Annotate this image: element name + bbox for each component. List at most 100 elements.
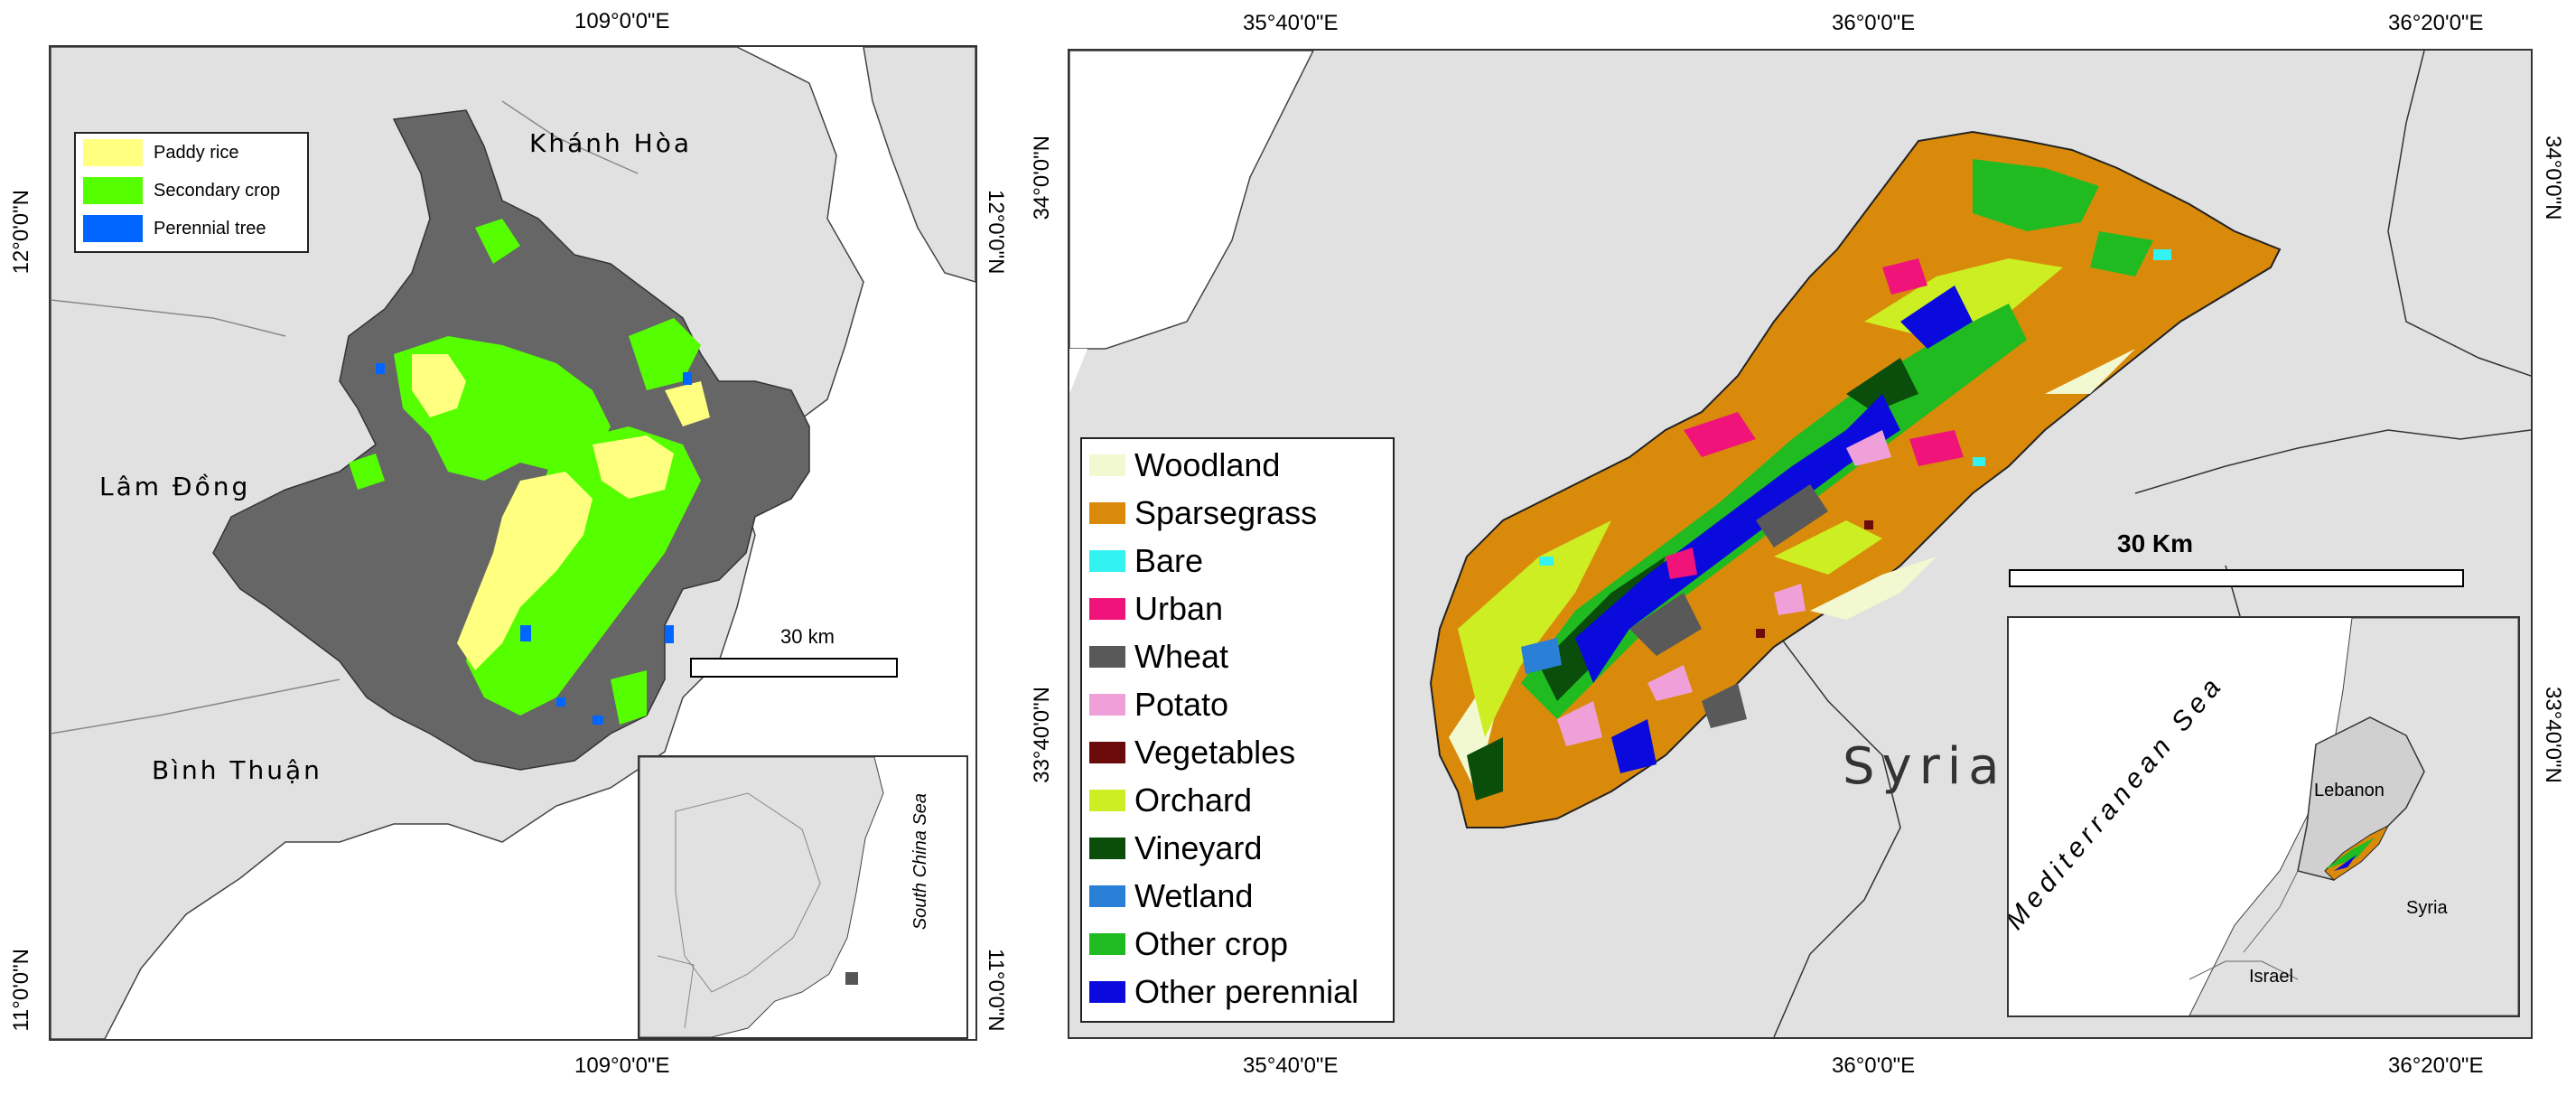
right-lat-lower-label: 11°0'0"N bbox=[984, 949, 1008, 1032]
left-scale-bar bbox=[690, 658, 898, 678]
right-legend: Woodland Sparsegrass Bare Urban Wheat Potato V… bbox=[1080, 437, 1395, 1023]
legend-label: Secondary crop bbox=[154, 180, 281, 201]
place-binh-thuan: Bình Thuận bbox=[152, 755, 322, 785]
legend-item: Vineyard bbox=[1089, 829, 1262, 867]
left-inset-map: South China Sea bbox=[638, 755, 968, 1039]
legend-item: Bare bbox=[1089, 542, 1203, 580]
legend-item: Vegetables bbox=[1089, 734, 1295, 772]
legend-label: Wetland bbox=[1134, 877, 1254, 914]
bare-patches bbox=[1539, 249, 2171, 566]
land-mass-east bbox=[863, 47, 975, 283]
admin-boundary bbox=[501, 100, 639, 174]
left-top-lon-label: 109°0'0"E bbox=[574, 9, 670, 33]
legend-swatch bbox=[1089, 646, 1125, 668]
paddy-rice-areas bbox=[412, 354, 710, 670]
right-map-frame: Woodland Sparsegrass Bare Urban Wheat Potato V… bbox=[1068, 49, 2533, 1039]
left-scale-label: 30 km bbox=[780, 625, 835, 648]
legend-item: Perennial tree bbox=[83, 215, 266, 242]
legend-swatch bbox=[83, 215, 143, 242]
inset-lebanon-label: Lebanon bbox=[2314, 781, 2385, 800]
legend-item: Orchard bbox=[1089, 781, 1252, 819]
right-top-lon-2: 36°0'0"E bbox=[1832, 11, 1916, 35]
legend-label: Paddy rice bbox=[154, 142, 239, 163]
legend-label: Potato bbox=[1134, 686, 1229, 723]
inset-sea-label: South China Sea bbox=[910, 793, 930, 931]
right-scale-label: 30 Km bbox=[2117, 529, 2194, 557]
right-right-lat-lower: 33°40'0"N bbox=[2541, 687, 2565, 783]
study-area bbox=[1429, 130, 2282, 828]
country-border bbox=[2387, 51, 2531, 377]
legend-swatch bbox=[1089, 454, 1125, 476]
legend-swatch bbox=[1089, 981, 1125, 1003]
left-inset-canvas bbox=[639, 757, 884, 1037]
legend-item: Paddy rice bbox=[83, 139, 239, 166]
legend-label: Vegetables bbox=[1134, 734, 1296, 771]
legend-swatch bbox=[1089, 838, 1125, 859]
left-map-canvas bbox=[51, 47, 975, 1039]
legend-item: Sparsegrass bbox=[1089, 494, 1317, 532]
legend-swatch bbox=[83, 139, 143, 166]
vegetables-patches bbox=[1756, 520, 1873, 638]
right-inset-canvas bbox=[2189, 618, 2518, 1015]
sea-area bbox=[1069, 51, 1314, 350]
right-bottom-lon-2: 36°0'0"E bbox=[1832, 1053, 1916, 1078]
legend-swatch bbox=[1089, 790, 1125, 811]
legend-swatch bbox=[1089, 598, 1125, 620]
place-lam-dong: Lâm Đồng bbox=[99, 472, 251, 501]
legend-item: Other crop bbox=[1089, 925, 1288, 963]
legend-swatch bbox=[1089, 742, 1125, 763]
perennial-tree-areas bbox=[376, 363, 692, 725]
legend-item: Potato bbox=[1089, 686, 1228, 724]
legend-item: Woodland bbox=[1089, 446, 1280, 484]
left-legend: Paddy rice Secondary crop Perennial tree bbox=[74, 132, 309, 253]
legend-label: Perennial tree bbox=[154, 218, 266, 239]
right-scale-bar bbox=[2009, 569, 2464, 587]
legend-label: Other perennial bbox=[1134, 973, 1359, 1010]
inset-location-marker bbox=[845, 972, 858, 985]
urban-patches bbox=[1666, 258, 1964, 579]
legend-label: Sparsegrass bbox=[1134, 494, 1318, 531]
inset-syria-label: Syria bbox=[2406, 898, 2448, 918]
legend-item: Wheat bbox=[1089, 638, 1228, 676]
left-lat-upper-label: 12°0'0"N bbox=[9, 190, 33, 275]
right-top-lon-1: 35°40'0"E bbox=[1243, 11, 1339, 35]
right-left-lat-upper: 34°0'0"N bbox=[1030, 136, 1054, 220]
legend-swatch bbox=[1089, 550, 1125, 572]
sea-area-south bbox=[1069, 349, 1087, 394]
legend-swatch bbox=[1089, 694, 1125, 716]
legend-item: Other perennial bbox=[1089, 973, 1358, 1011]
potato-patches bbox=[1557, 430, 1891, 746]
legend-swatch bbox=[1089, 885, 1125, 907]
right-bottom-lon-3: 36°20'0"E bbox=[2388, 1053, 2484, 1078]
right-right-lat-upper: 34°0'0"N bbox=[2541, 136, 2565, 220]
legend-item: Wetland bbox=[1089, 877, 1253, 915]
inset-israel-label: Israel bbox=[2249, 967, 2293, 987]
right-top-lon-3: 36°20'0"E bbox=[2388, 11, 2484, 35]
legend-label: Orchard bbox=[1134, 781, 1253, 819]
left-bottom-lon-label: 109°0'0"E bbox=[574, 1053, 670, 1078]
right-inset-map: Mediterranean Sea Lebanon Syria Israel bbox=[2007, 616, 2520, 1017]
right-lat-upper-label: 12°0'0"N bbox=[984, 190, 1008, 275]
legend-item: Urban bbox=[1089, 590, 1223, 628]
legend-label: Bare bbox=[1134, 542, 1204, 579]
legend-swatch bbox=[1089, 502, 1125, 524]
wetland-patches bbox=[1521, 638, 1562, 674]
right-left-lat-lower: 33°40'0"N bbox=[1030, 687, 1054, 783]
legend-swatch bbox=[83, 177, 143, 204]
admin-boundary bbox=[51, 299, 286, 337]
country-border bbox=[2134, 429, 2531, 494]
right-map-canvas bbox=[1069, 51, 2531, 1037]
legend-item: Secondary crop bbox=[83, 177, 280, 204]
left-map-frame: Paddy rice Secondary crop Perennial tree… bbox=[49, 45, 977, 1041]
right-bottom-lon-1: 35°40'0"E bbox=[1243, 1053, 1339, 1078]
legend-label: Wheat bbox=[1134, 638, 1229, 675]
place-khanh-hoa: Khánh Hòa bbox=[529, 128, 693, 158]
legend-label: Urban bbox=[1134, 590, 1224, 627]
legend-label: Vineyard bbox=[1134, 829, 1263, 866]
legend-label: Other crop bbox=[1134, 925, 1289, 962]
other-perennial-patches bbox=[1575, 285, 1973, 773]
legend-swatch bbox=[1089, 933, 1125, 955]
wheat-patches bbox=[1629, 484, 1828, 728]
admin-boundary bbox=[51, 679, 341, 735]
place-syria: Syria bbox=[1843, 737, 2007, 796]
